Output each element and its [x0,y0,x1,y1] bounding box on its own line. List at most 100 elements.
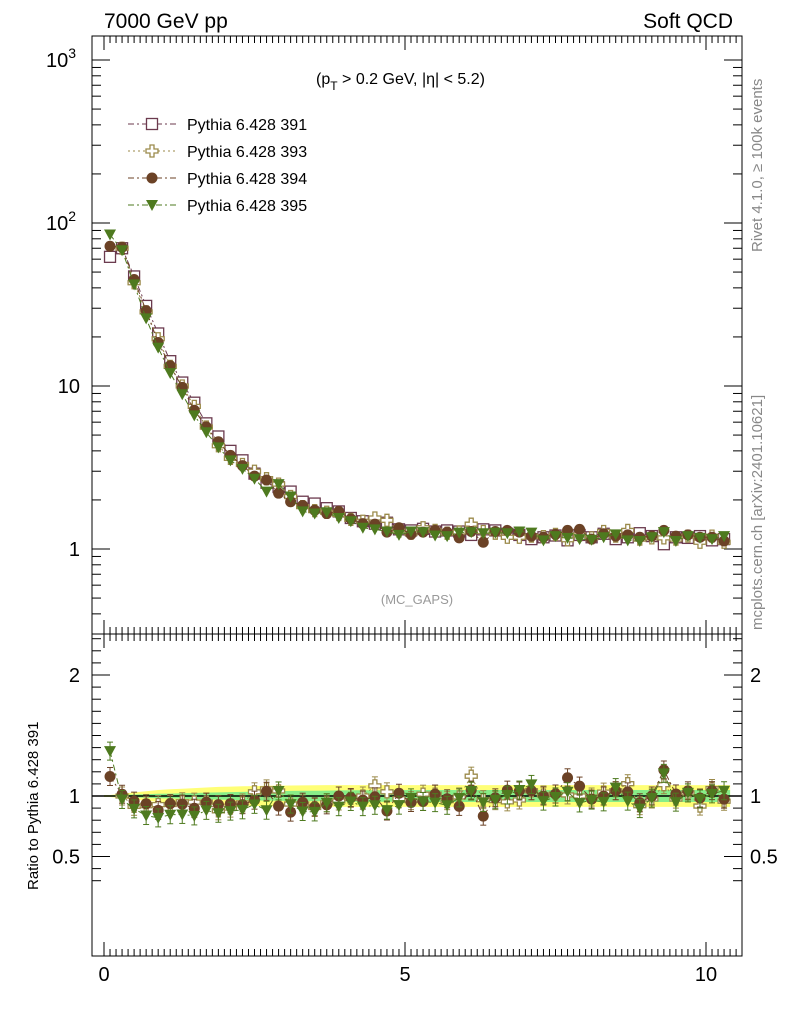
x-tick-label: 5 [399,964,410,986]
data-point [477,536,489,548]
data-point [417,527,430,539]
legend-item: Pythia 6.428 391 [128,117,307,134]
ratio-data-point [706,788,719,800]
data-point [453,527,466,539]
series-3 [104,240,730,548]
legend-label: Pythia 6.428 391 [187,117,307,134]
data-point [597,532,610,544]
ratio-data-point [513,785,526,797]
ratio-axis-title: Ratio to Pythia 6.428 391 [25,722,42,890]
data-point [380,526,393,538]
data-point [621,535,634,547]
data-point [332,512,345,524]
data-point [188,410,201,422]
data-point [273,487,285,499]
ratio-data-point [356,801,369,813]
ratio-data-point [368,800,381,812]
data-point [116,245,129,257]
ratio-data-point [693,794,706,806]
ratio-data-point [236,804,249,816]
main-y-tick-label: 102 [46,208,76,235]
data-point [573,534,586,546]
data-point [657,527,670,539]
data-point [561,532,574,544]
ratio-data-point [104,770,116,782]
main-y-tick-label: 10 [58,376,80,398]
ratio-data-point [681,787,694,799]
ratio-series-line [109,750,725,819]
tick-base: 10 [46,50,68,72]
data-point [380,513,394,527]
ratio-data-point [248,799,261,811]
data-point [260,486,273,498]
ratio-data-point [164,809,177,821]
data-point [405,526,418,538]
ratio-data-point [176,798,188,810]
data-point [248,473,261,485]
ratio-data-point [585,795,598,807]
ratio-data-point [489,794,502,806]
data-point [549,531,562,543]
data-point [525,527,538,539]
data-point [103,250,117,263]
ratio-data-point [453,792,466,804]
data-point [392,529,405,541]
legend-marker [145,117,159,131]
data-point [609,529,622,541]
data-point [224,455,237,467]
ratio-data-series [104,741,731,828]
ratio-data-point [320,797,333,809]
ratio-series-4 [104,741,731,828]
data-point [272,479,285,491]
data-point [212,442,225,454]
tick-exponent: 2 [68,208,76,224]
ratio-data-point [417,796,430,808]
data-point [176,389,189,401]
ratio-series-line [109,768,725,818]
data-point [513,526,526,538]
ratio-data-point [380,805,393,817]
data-point [200,427,213,439]
ratio-data-point [176,809,189,821]
data-point [104,240,116,252]
x-tick-label: 0 [98,964,109,986]
ratio-data-point [477,797,490,809]
ratio-data-point [609,782,622,794]
series-line [109,234,725,542]
tick-exponent: 3 [68,45,76,61]
legend-marker [146,172,158,184]
ratio-data-point [633,803,646,815]
legend-label: Pythia 6.428 393 [187,144,307,161]
cut-annotation-open: (p [316,71,330,88]
ratio-data-point [621,796,634,808]
axis-ticks [92,36,742,956]
ratio-data-point [344,796,357,808]
ratio-data-point [128,803,141,815]
ratio-y-tick-label-right: 0.5 [750,847,778,869]
collision-label: 7000 GeV pp [104,10,228,33]
ratio-data-point [405,792,418,804]
data-point [164,368,177,380]
data-point [236,463,249,475]
data-point [284,491,297,503]
x-tick-labels: 0 5 10 [98,964,717,986]
data-point [465,527,478,539]
ratio-data-point [464,769,478,783]
legend-item: Pythia 6.428 393 [128,144,307,161]
ratio-data-point [465,786,478,798]
data-point [356,522,369,534]
data-point [128,279,141,291]
series-line [109,247,725,545]
ratio-data-point [188,810,201,822]
data-point [585,534,598,546]
main-y-tick-label: 103 [46,45,76,72]
series-line [121,248,725,543]
main-data-series [103,229,731,551]
process-label: Soft QCD [643,10,733,33]
ratio-data-point [152,812,165,824]
legend-label: Pythia 6.428 394 [187,171,307,188]
ratio-data-point [441,800,454,812]
ratio-data-point [261,785,273,797]
ratio-data-point [561,786,574,798]
ratio-data-point [116,794,129,806]
